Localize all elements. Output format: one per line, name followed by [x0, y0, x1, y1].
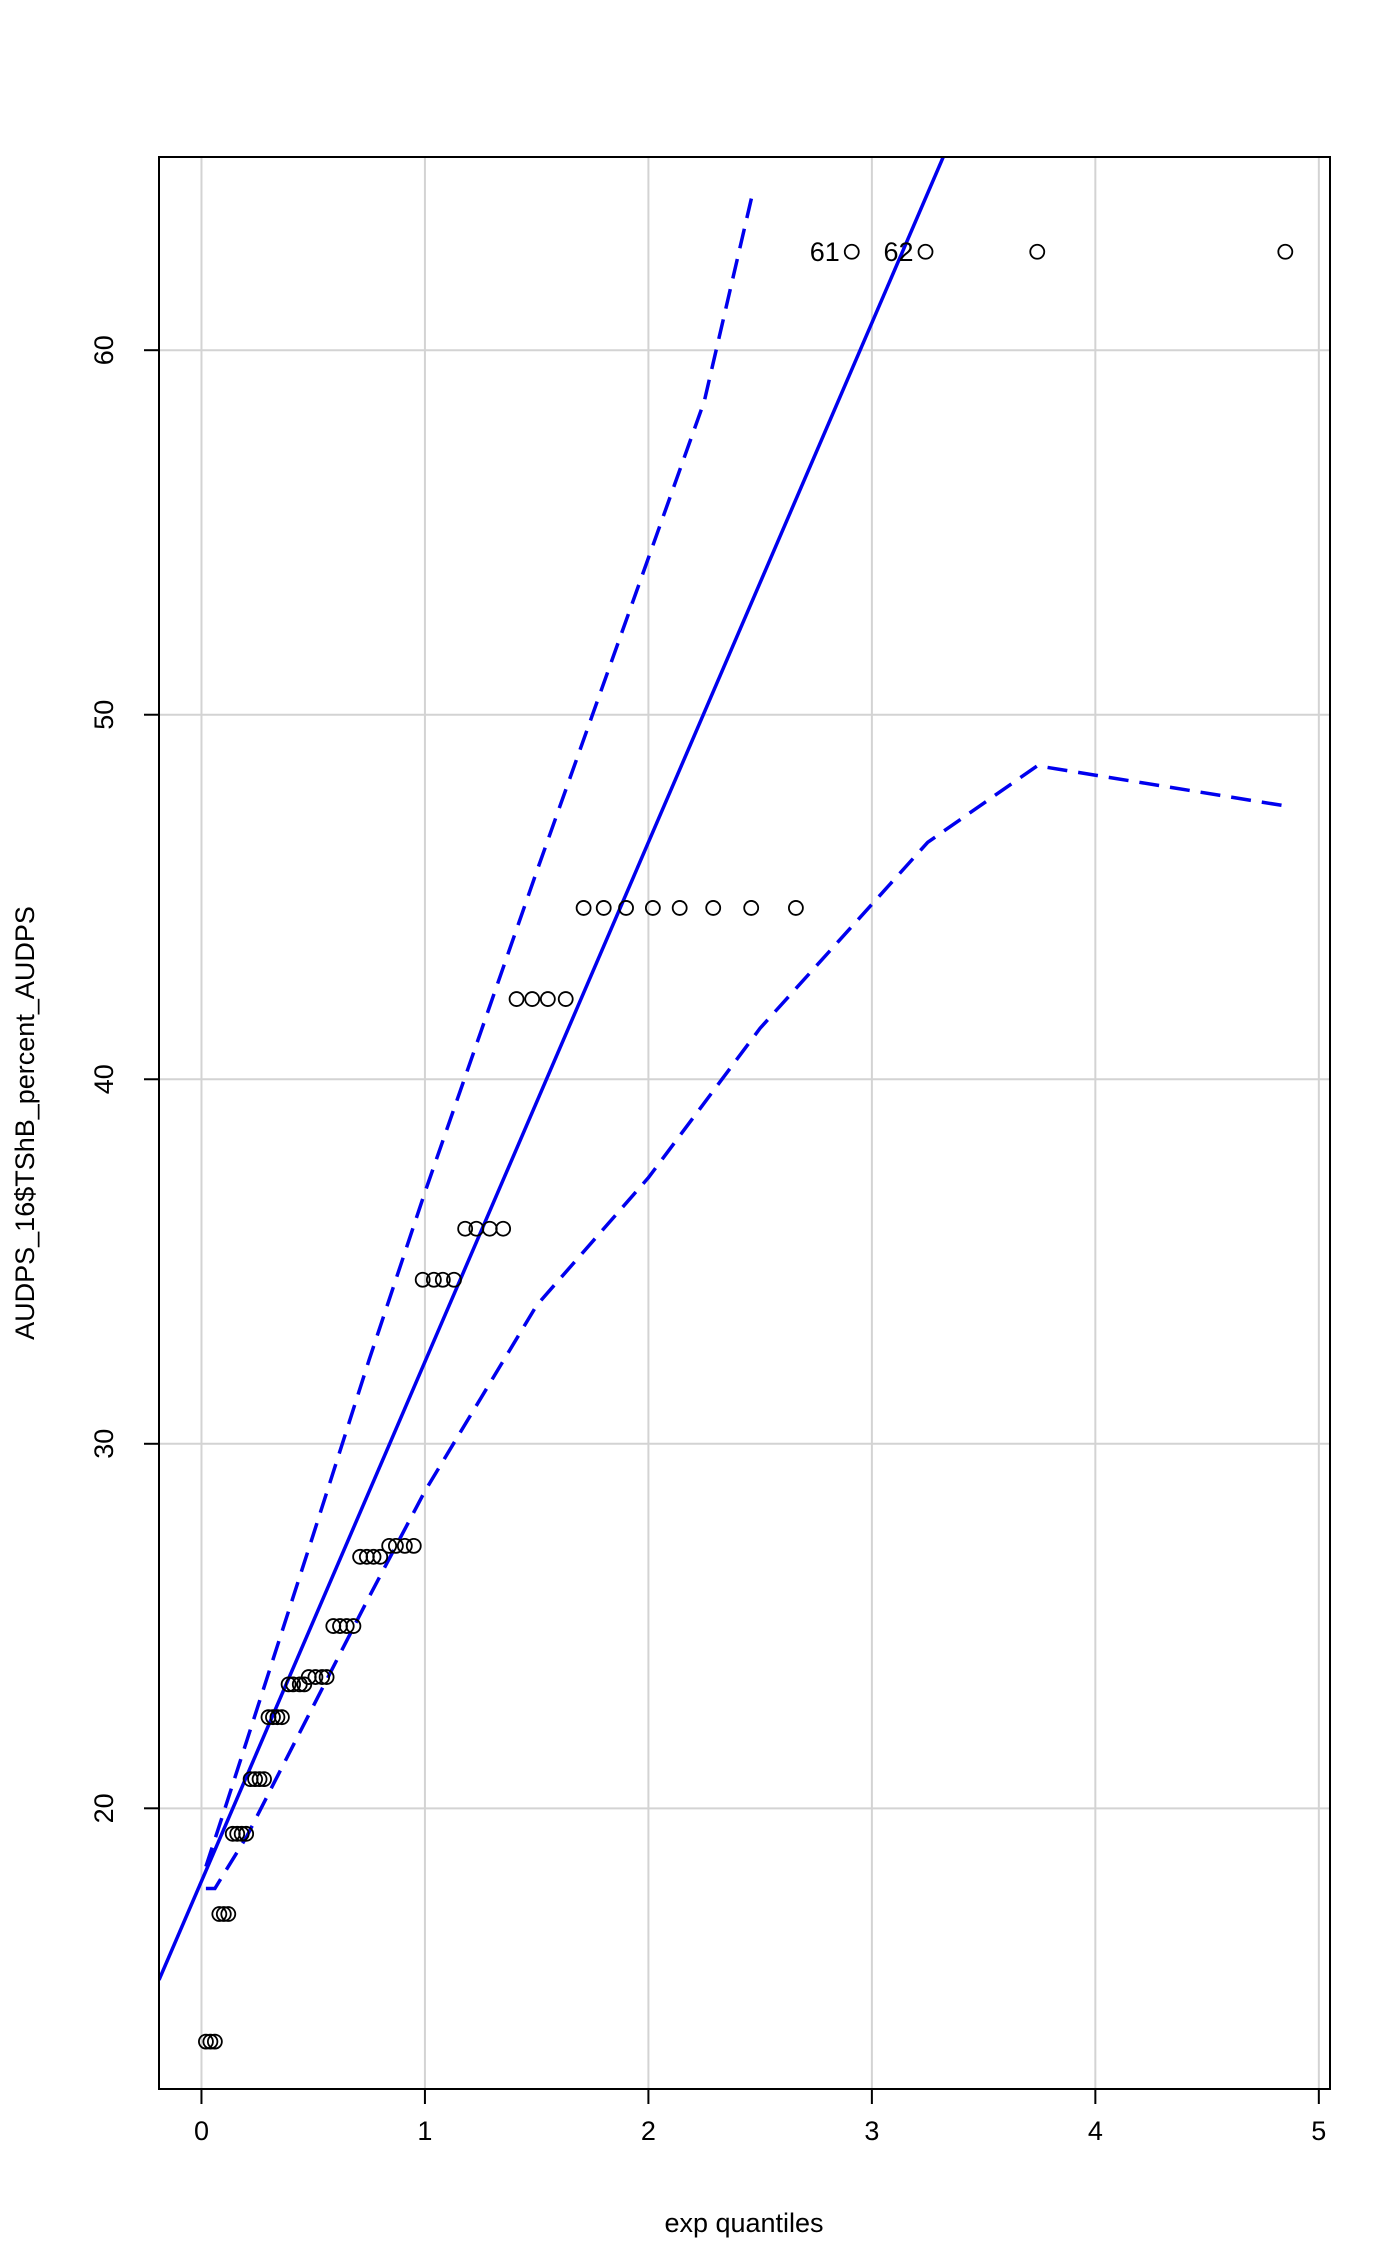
data-point: [211, 1906, 228, 1922]
data-point: [644, 900, 661, 916]
data-point: [917, 243, 934, 260]
point-labels: 61 62: [810, 237, 914, 267]
data-point: [618, 900, 634, 916]
data-point: [372, 1548, 389, 1565]
data-point: [495, 1220, 512, 1237]
data-point: [557, 991, 574, 1007]
data-point: [671, 900, 688, 916]
data-point: [215, 1906, 232, 1922]
lower-confidence-band: [205, 763, 1286, 1891]
x-tick-label: 4: [1088, 2116, 1103, 2146]
data-point: [524, 991, 541, 1007]
data-point: [206, 2033, 223, 2050]
data-point: [457, 1220, 474, 1237]
grid: [159, 157, 1330, 2089]
data-point: [265, 1709, 281, 1726]
data-point: [274, 1709, 290, 1726]
x-tick-label: 0: [194, 2116, 209, 2146]
data-point: [202, 2033, 219, 2050]
data-point: [434, 1271, 451, 1288]
data-point: [198, 2033, 214, 2050]
data-point: [705, 900, 722, 916]
data-points: [198, 243, 1294, 2050]
data-point: [396, 1537, 413, 1554]
data-point: [285, 1676, 301, 1693]
data-point: [1277, 243, 1294, 260]
data-point: [314, 1669, 331, 1685]
y-tick-label: 30: [89, 1429, 119, 1459]
data-point: [787, 900, 804, 916]
y-tick-label: 50: [89, 700, 119, 730]
data-point: [280, 1676, 297, 1693]
x-axis: 0 1 2 3 4 5: [194, 2088, 1326, 2146]
x-axis-title: exp quantiles: [664, 2208, 823, 2238]
data-point: [843, 243, 860, 260]
data-point: [575, 900, 592, 916]
data-point: [425, 1271, 442, 1288]
x-tick-label: 2: [641, 2116, 656, 2146]
data-point: [446, 1271, 462, 1288]
data-point: [338, 1618, 355, 1634]
y-tick-label: 20: [89, 1793, 119, 1823]
data-point: [318, 1669, 335, 1685]
data-point: [269, 1709, 286, 1726]
point-label: 62: [883, 237, 913, 267]
x-tick-label: 1: [417, 2116, 432, 2146]
y-axis: 20 30 40 50 60: [89, 335, 160, 1823]
data-point: [508, 991, 525, 1007]
data-point: [539, 991, 556, 1007]
data-point: [233, 1825, 250, 1842]
data-point: [365, 1548, 382, 1565]
data-point: [256, 1771, 272, 1788]
data-point: [247, 1771, 263, 1788]
data-point: [307, 1669, 324, 1685]
data-point: [1029, 243, 1046, 260]
data-point: [414, 1271, 431, 1288]
data-point: [229, 1825, 246, 1842]
x-tick-label: 3: [864, 2116, 879, 2146]
data-point: [381, 1537, 398, 1554]
fit-line: [159, 157, 946, 1981]
data-point: [405, 1537, 422, 1554]
data-point: [595, 900, 612, 916]
reference-lines: [159, 157, 1286, 1981]
upper-confidence-band: [204, 189, 756, 1868]
x-tick-label: 5: [1311, 2116, 1326, 2146]
data-point: [251, 1771, 268, 1788]
y-tick-label: 40: [89, 1064, 119, 1094]
y-axis-title: AUDPS_16$TShB_percent_AUDPS: [10, 906, 40, 1340]
data-point: [238, 1825, 255, 1842]
data-point: [387, 1537, 404, 1554]
point-label: 61: [810, 237, 840, 267]
data-point: [743, 900, 760, 916]
data-point: [345, 1618, 362, 1634]
data-point: [220, 1906, 237, 1922]
y-tick-label: 60: [89, 335, 119, 365]
